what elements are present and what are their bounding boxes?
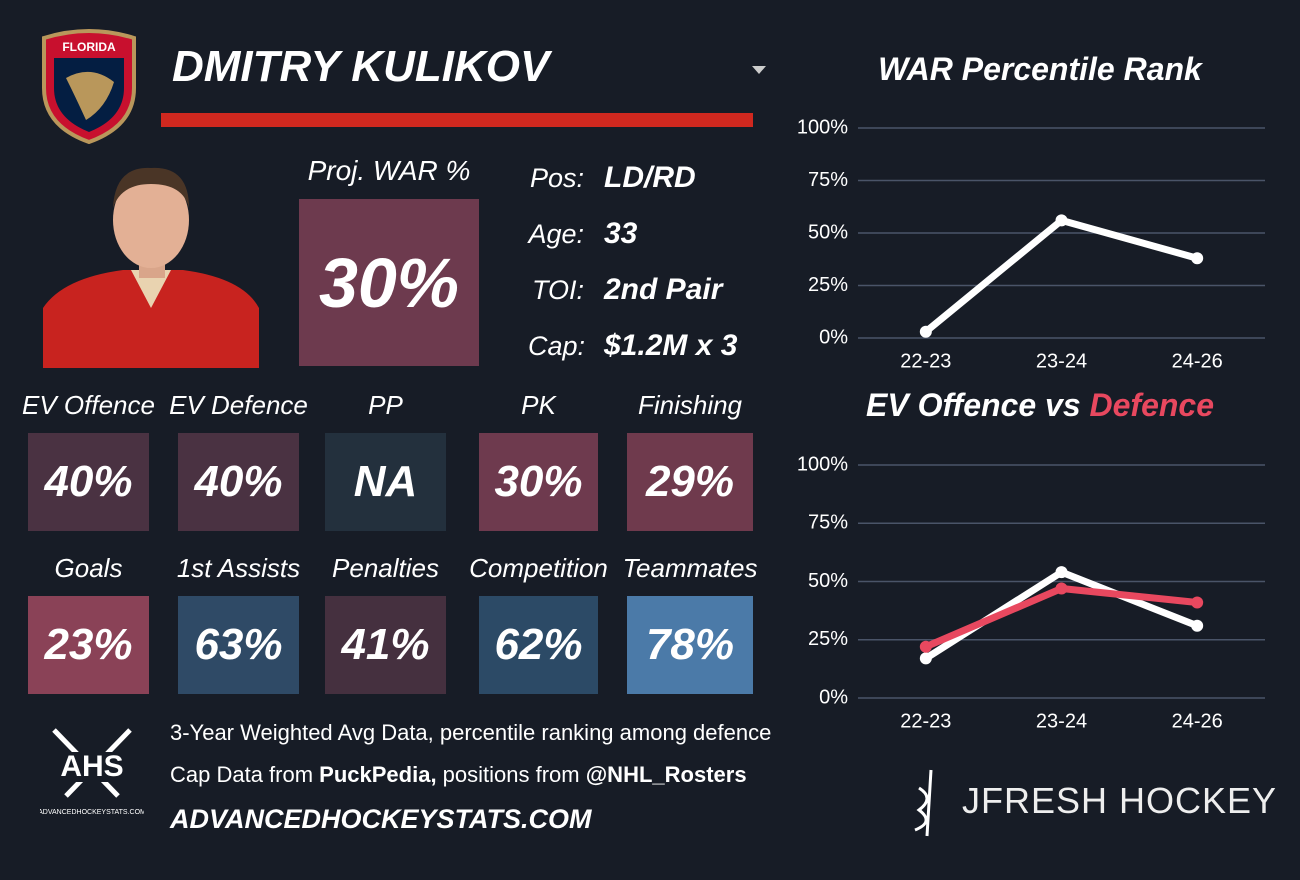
title-text: EV Offence vs — [866, 387, 1081, 423]
tile-label: Teammates — [622, 553, 758, 583]
series-point — [1191, 252, 1204, 265]
x-tick-label: 24-26 — [1172, 710, 1223, 732]
logo-text: FLORIDA — [62, 40, 116, 54]
dropdown-arrow[interactable] — [750, 64, 768, 76]
footer-credits: Cap Data from PuckPedia, positions from … — [170, 762, 747, 788]
brand-mark — [914, 769, 933, 837]
player-name: DMITRY KULIKOV — [172, 42, 550, 91]
y-tick-label: 100% — [797, 116, 848, 138]
tile-label: Finishing — [637, 390, 743, 420]
proj-value: 30% — [299, 199, 479, 366]
tile-value: 40% — [178, 433, 299, 531]
credit-text: positions from — [436, 762, 586, 787]
info-value: 2nd Pair — [604, 273, 723, 306]
y-tick-label: 0% — [819, 686, 848, 708]
credit-text: Cap Data from — [170, 762, 320, 787]
tile-value: 41% — [325, 596, 446, 694]
series-point — [1055, 214, 1068, 227]
tile-value: 78% — [627, 596, 753, 694]
series-point — [1191, 596, 1204, 609]
tile-value: 63% — [178, 596, 299, 694]
tile-label: PP — [368, 390, 403, 420]
tile-label: Penalties — [332, 553, 439, 583]
info-label: Age: — [528, 218, 584, 249]
tile-label: EV Defence — [169, 390, 308, 420]
series-point — [919, 652, 932, 665]
x-tick-label: 23-24 — [1036, 350, 1087, 372]
x-tick-label: 22-23 — [900, 350, 951, 372]
y-tick-label: 25% — [808, 628, 848, 650]
ahs-text: AHS — [60, 750, 123, 783]
tile-value: NA — [325, 433, 446, 531]
info-value: LD/RD — [604, 161, 696, 194]
series-line — [924, 584, 1198, 650]
tile-value: 29% — [627, 433, 753, 531]
info-label: Cap: — [528, 330, 586, 361]
info-value: $1.2M x 3 — [604, 329, 738, 362]
info-label: TOI: — [531, 274, 584, 305]
tile-label: EV Offence — [22, 390, 155, 420]
credit-source: PuckPedia, — [319, 762, 437, 787]
info-row: TOI: 2nd Pair — [528, 262, 768, 318]
series-point — [919, 325, 932, 338]
brand: JFRESH HOCKEY — [962, 780, 1278, 821]
series-point — [1055, 566, 1068, 579]
series-point — [919, 640, 932, 653]
proj-label: Proj. WAR % — [307, 155, 471, 186]
y-tick-label: 25% — [808, 274, 848, 296]
team-logo: FLORIDA — [42, 29, 136, 144]
x-tick-label: 22-23 — [900, 710, 951, 732]
tile-value: 23% — [28, 596, 149, 694]
tile-value: 62% — [479, 596, 598, 694]
series-point — [1191, 619, 1204, 632]
y-tick-label: 75% — [808, 512, 848, 534]
footer-note: 3-Year Weighted Avg Data, percentile ran… — [170, 720, 772, 745]
y-tick-label: 75% — [808, 169, 848, 191]
title-highlight: Defence — [1090, 387, 1215, 423]
y-tick-label: 50% — [808, 570, 848, 592]
tile-label: 1st Assists — [176, 553, 301, 583]
tile-label: Competition — [469, 553, 608, 583]
info-value: 33 — [604, 217, 638, 250]
chart-title: EV Offence vs Defence — [866, 387, 1214, 423]
info-label: Pos: — [529, 162, 584, 193]
ahs-logo: AHS ADVANCEDHOCKEYSTATS.COM — [40, 728, 144, 816]
chart-title: WAR Percentile Rank — [878, 51, 1204, 87]
y-tick-label: 100% — [797, 453, 848, 475]
info-row: Pos: LD/RD — [528, 150, 768, 206]
tile-label: PK — [521, 390, 556, 420]
info-row: Cap: $1.2M x 3 — [528, 318, 768, 374]
x-tick-label: 24-26 — [1172, 350, 1223, 372]
tile-value: 40% — [28, 433, 149, 531]
tile-value: 30% — [479, 433, 598, 531]
player-photo — [43, 167, 259, 368]
credit-source: @NHL_Rosters — [585, 762, 747, 787]
tile-label: Goals — [54, 553, 123, 583]
series-point — [1055, 582, 1068, 595]
y-tick-label: 0% — [819, 326, 848, 348]
info-row: Age: 33 — [528, 206, 768, 262]
x-tick-label: 23-24 — [1036, 710, 1087, 732]
title-text: WAR Percentile Rank — [878, 51, 1204, 87]
header-bar — [161, 113, 753, 127]
ahs-site: ADVANCEDHOCKEYSTATS.COM — [40, 809, 144, 816]
series-line — [923, 216, 1199, 335]
footer-site: ADVANCEDHOCKEYSTATS.COM — [170, 804, 592, 834]
y-tick-label: 50% — [808, 221, 848, 243]
